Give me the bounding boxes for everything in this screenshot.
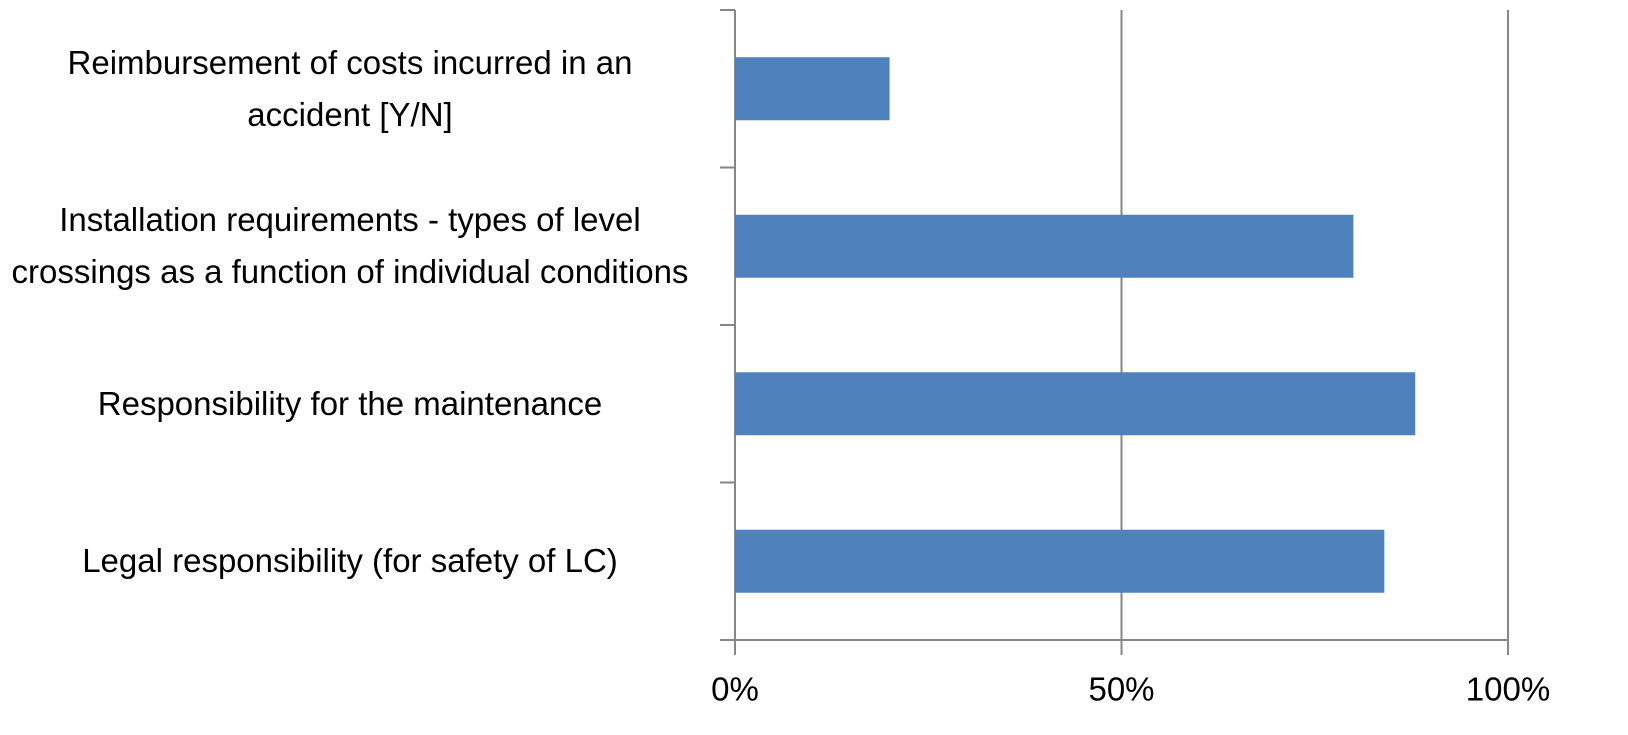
x-tick-label: 50% — [1088, 671, 1154, 708]
bar — [735, 372, 1416, 436]
x-tick-label: 0% — [711, 671, 759, 708]
y-tick-label: Responsibility for the maintenance — [97, 384, 603, 422]
y-tick-label: Installation requirements - types of lev… — [11, 201, 689, 291]
bar — [735, 214, 1354, 278]
y-tick-label: Legal responsibility (for safety of LC) — [82, 542, 618, 580]
x-tick-label: 100% — [1466, 671, 1550, 708]
bar — [735, 57, 890, 121]
bar — [735, 529, 1385, 593]
y-tick-label: Reimbursement of costs incurred in an ac… — [67, 43, 633, 133]
